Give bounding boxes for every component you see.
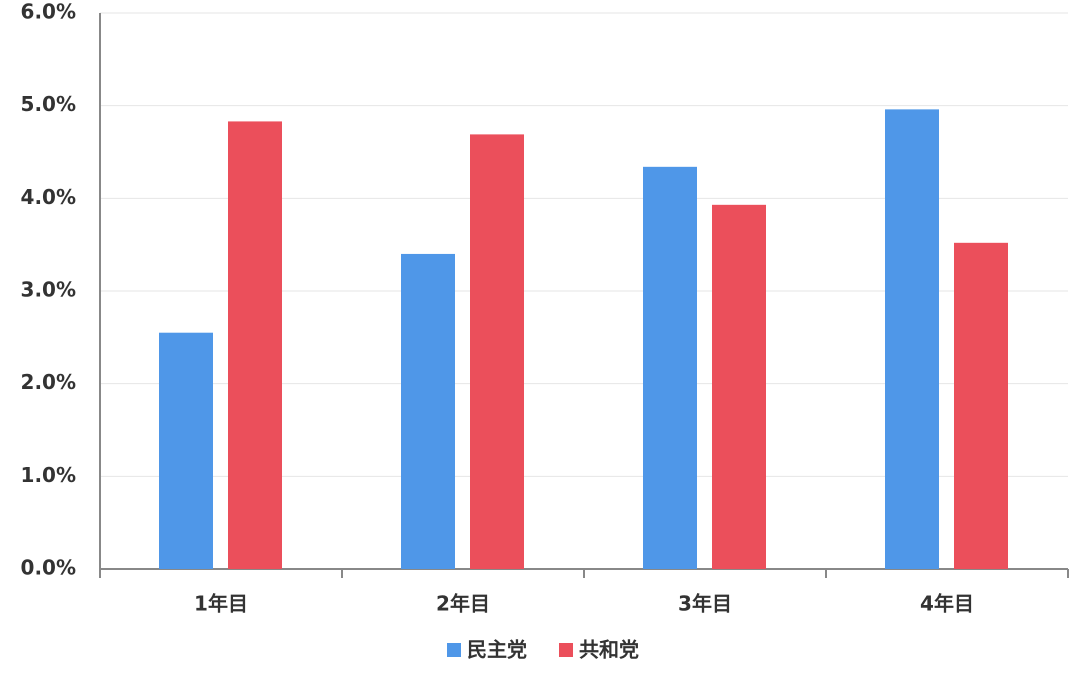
y-tick-label: 1.0% (21, 463, 76, 487)
y-tick-label: 5.0% (21, 92, 76, 116)
bar (643, 166, 697, 569)
bar (228, 121, 282, 570)
y-tick-label: 2.0% (21, 370, 76, 394)
x-tick-label: 2年目 (436, 592, 490, 616)
bar (712, 204, 766, 569)
legend-label: 民主党 (467, 638, 527, 662)
bar (470, 134, 524, 570)
x-tick-label: 1年目 (194, 592, 248, 616)
legend-swatch (447, 643, 461, 657)
x-tick-label: 3年目 (678, 592, 732, 616)
x-tick-label: 4年目 (920, 592, 974, 616)
legend-label: 共和党 (579, 638, 639, 662)
y-tick-label: 6.0% (21, 0, 76, 24)
bar (159, 332, 213, 569)
bar (885, 109, 939, 569)
legend-swatch (559, 643, 573, 657)
y-tick-label: 3.0% (21, 278, 76, 302)
bar (954, 242, 1008, 569)
bar (401, 253, 455, 569)
y-tick-label: 0.0% (21, 556, 76, 580)
y-tick-label: 4.0% (21, 185, 76, 209)
